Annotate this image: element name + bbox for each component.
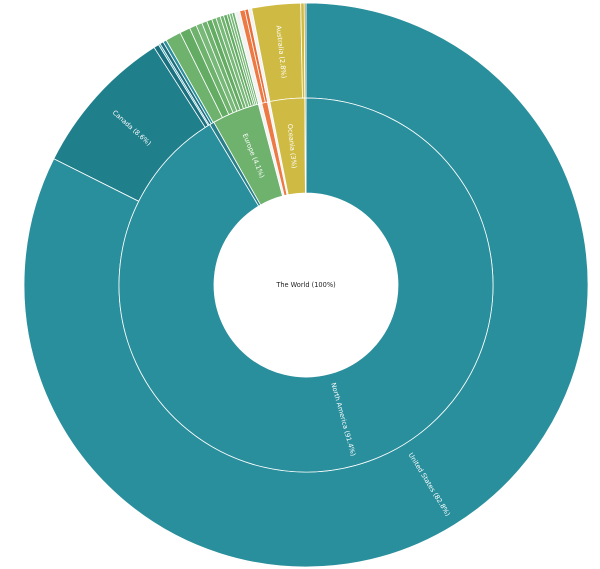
continent-slice-north-america[interactable]	[118, 97, 494, 473]
center-label: The World (100%)	[275, 281, 335, 289]
continent-slice-7[interactable]	[304, 97, 307, 194]
center-circle	[214, 193, 398, 377]
outer-ring	[23, 2, 589, 568]
inner-ring	[118, 97, 494, 473]
country-slice-25[interactable]	[303, 2, 307, 99]
